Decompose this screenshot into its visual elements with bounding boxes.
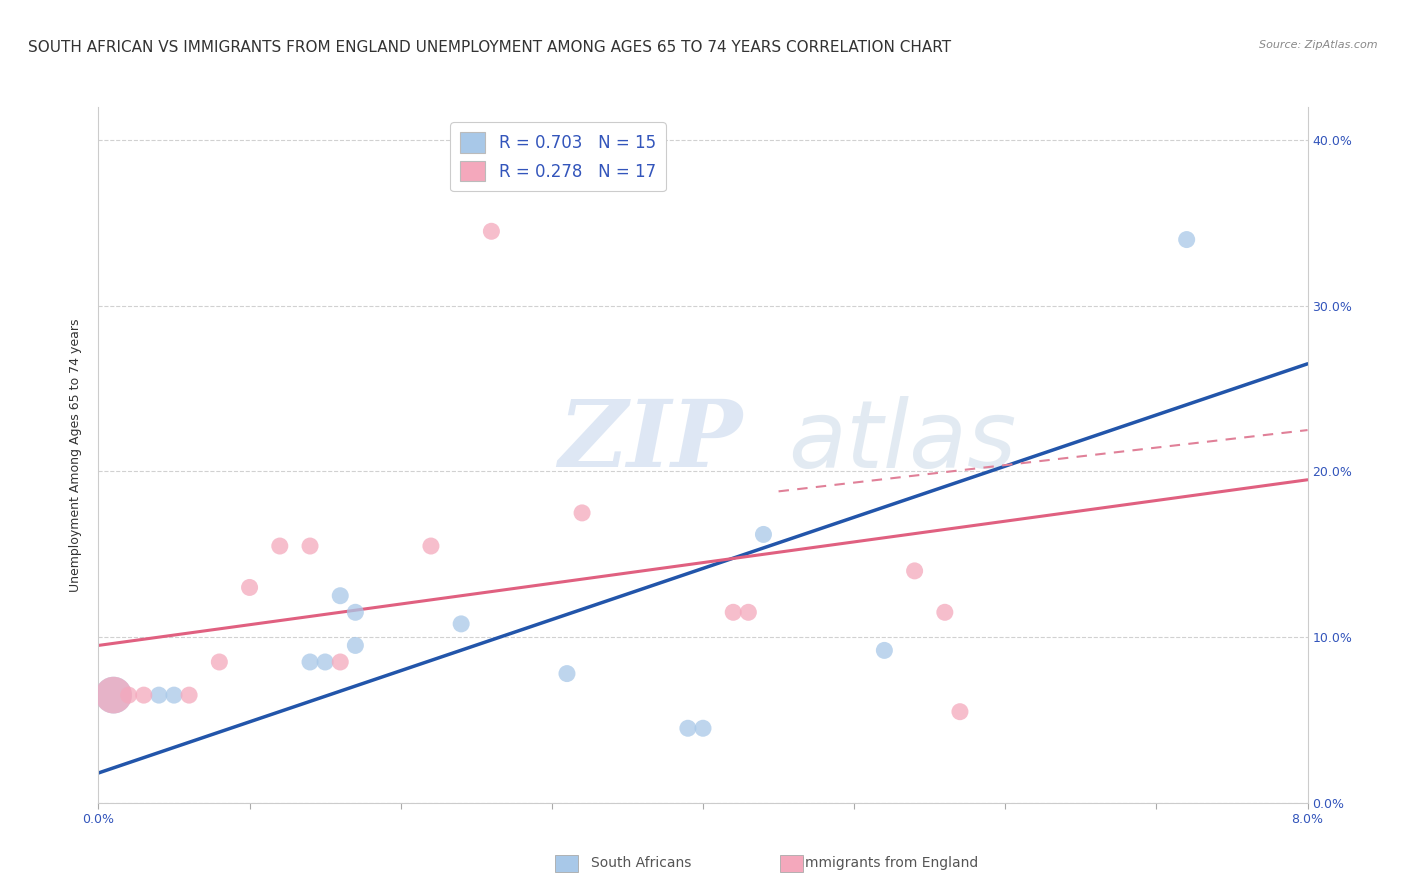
Text: Source: ZipAtlas.com: Source: ZipAtlas.com	[1260, 40, 1378, 50]
Point	[723, 605, 745, 619]
Point	[329, 655, 352, 669]
Point	[103, 688, 125, 702]
Legend: R = 0.703   N = 15, R = 0.278   N = 17: R = 0.703 N = 15, R = 0.278 N = 17	[450, 122, 665, 191]
Text: atlas: atlas	[787, 395, 1017, 486]
Point	[132, 688, 155, 702]
Text: South Africans: South Africans	[591, 855, 690, 870]
Point	[676, 721, 699, 735]
Point	[299, 655, 322, 669]
Point	[752, 527, 775, 541]
Point	[1175, 233, 1198, 247]
Point	[692, 721, 714, 735]
Point	[934, 605, 956, 619]
Point	[737, 605, 759, 619]
Point	[299, 539, 322, 553]
Point	[571, 506, 593, 520]
Text: Immigrants from England: Immigrants from England	[801, 855, 979, 870]
Point	[873, 643, 896, 657]
Point	[314, 655, 336, 669]
Point	[329, 589, 352, 603]
Point	[555, 666, 578, 681]
Point	[163, 688, 186, 702]
Point	[949, 705, 972, 719]
Point	[118, 688, 141, 702]
Point	[344, 639, 367, 653]
Text: SOUTH AFRICAN VS IMMIGRANTS FROM ENGLAND UNEMPLOYMENT AMONG AGES 65 TO 74 YEARS : SOUTH AFRICAN VS IMMIGRANTS FROM ENGLAND…	[28, 40, 952, 55]
Point	[179, 688, 201, 702]
Point	[148, 688, 170, 702]
Point	[269, 539, 291, 553]
Point	[103, 688, 125, 702]
Point	[904, 564, 927, 578]
Point	[450, 616, 472, 631]
Point	[344, 605, 367, 619]
Text: ZIP: ZIP	[558, 396, 742, 486]
Point	[239, 581, 262, 595]
Point	[208, 655, 231, 669]
Point	[420, 539, 443, 553]
Y-axis label: Unemployment Among Ages 65 to 74 years: Unemployment Among Ages 65 to 74 years	[69, 318, 83, 591]
Point	[481, 224, 503, 238]
